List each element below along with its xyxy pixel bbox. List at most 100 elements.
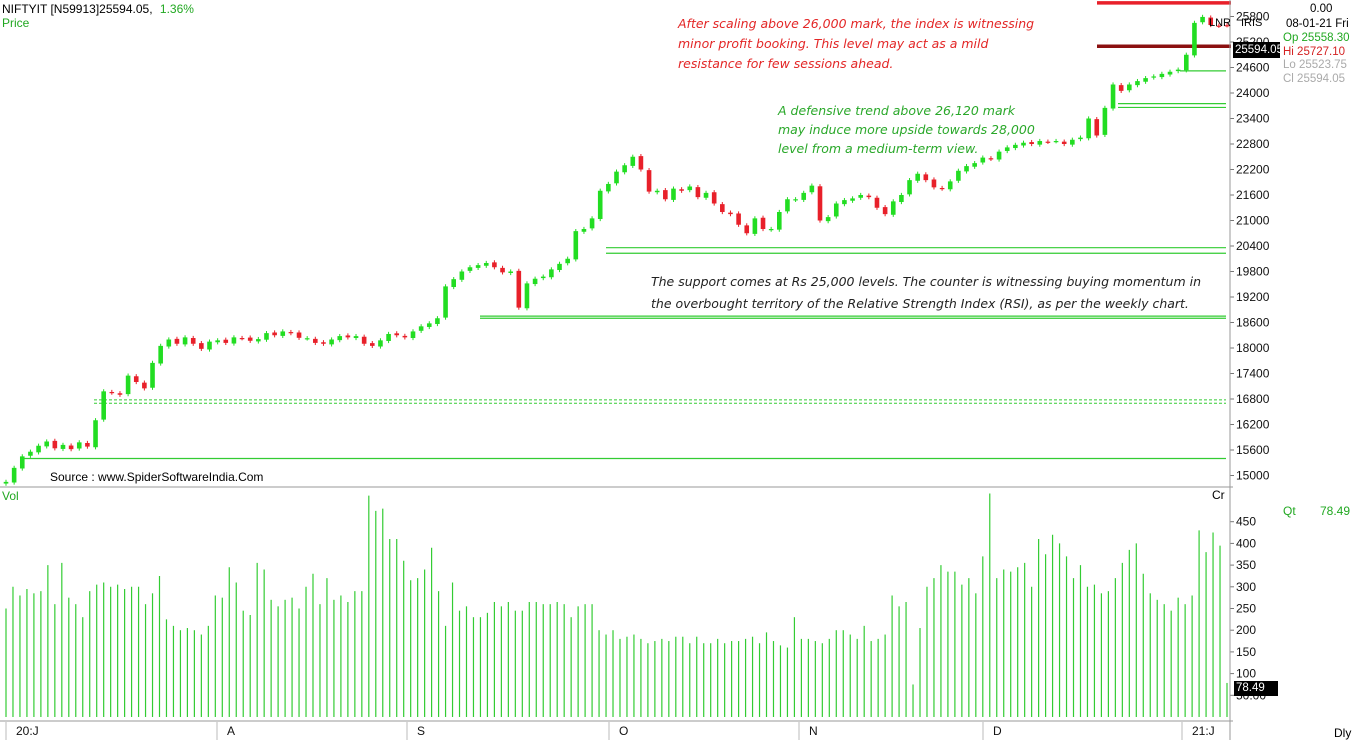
candle-body bbox=[451, 279, 456, 288]
candle-body bbox=[752, 218, 758, 234]
price-tick-label: 18000 bbox=[1236, 341, 1270, 355]
candle-body bbox=[842, 200, 847, 205]
candle-body bbox=[1070, 139, 1075, 145]
candle-body bbox=[1192, 22, 1197, 56]
candle-body bbox=[728, 212, 733, 215]
price-tick-label: 19200 bbox=[1236, 290, 1270, 304]
candle-body bbox=[101, 391, 106, 420]
trend-line-3: level from a medium-term view. bbox=[778, 141, 979, 156]
candle-body bbox=[907, 180, 912, 195]
volume-tick-label: 450 bbox=[1236, 515, 1256, 529]
candle-body bbox=[60, 444, 66, 449]
candle-body bbox=[581, 229, 587, 232]
candle-body bbox=[1151, 76, 1157, 78]
trend-line-2: may induce more upside towards 28,000 bbox=[778, 122, 1035, 137]
candle-body bbox=[19, 456, 25, 469]
candle-body bbox=[931, 179, 937, 188]
candle-body bbox=[711, 192, 717, 204]
candle-body bbox=[1127, 84, 1132, 91]
price-tick-label: 21600 bbox=[1236, 188, 1270, 202]
candle-body bbox=[801, 192, 807, 200]
resistance-annotation: After scaling above 26,000 mark, the ind… bbox=[678, 14, 1034, 74]
time-tick-label: O bbox=[619, 724, 628, 738]
resistance-line-3: resistance for few sessions ahead. bbox=[678, 56, 894, 71]
value-top: 0.00 bbox=[1310, 3, 1333, 15]
guide-lines bbox=[20, 1, 1231, 460]
timeframe-label: Dly bbox=[1334, 726, 1352, 740]
candle-body bbox=[76, 442, 82, 449]
candle-body bbox=[1208, 17, 1214, 25]
candle-body bbox=[947, 181, 953, 190]
price-axis: 15000 15600 16200 16800 17400 18000 18600 19200… bbox=[1230, 10, 1270, 483]
candle-body bbox=[1045, 141, 1051, 143]
ohlc-panel: Op 25558.30 Hi 25727.10 Lo 25523.75 Cl 2… bbox=[1283, 32, 1350, 86]
candle-body bbox=[500, 267, 505, 273]
price-tick-label: 19800 bbox=[1236, 265, 1270, 279]
candle-body bbox=[866, 195, 872, 198]
candle-body bbox=[239, 338, 245, 340]
candle-body bbox=[638, 156, 644, 170]
candle-body bbox=[329, 339, 334, 345]
candle-body bbox=[190, 338, 196, 344]
candle-body bbox=[1029, 142, 1034, 144]
volume-tick-label: 150 bbox=[1236, 645, 1256, 659]
candle-body bbox=[304, 338, 310, 340]
candle-body bbox=[923, 174, 929, 181]
candle-body bbox=[353, 336, 359, 339]
candle-body bbox=[3, 481, 9, 484]
candle-body bbox=[557, 263, 562, 271]
candle-body bbox=[68, 445, 74, 450]
candle-body bbox=[899, 195, 904, 203]
candle-body bbox=[736, 213, 741, 225]
candle-body bbox=[663, 190, 668, 200]
change-pct: 1.36% bbox=[159, 2, 194, 16]
price-tick-label: 15600 bbox=[1236, 443, 1270, 457]
volume-label: Vol bbox=[2, 489, 19, 503]
candle-body bbox=[760, 217, 766, 229]
candle-body bbox=[1021, 142, 1026, 146]
volume-right-label: Cr bbox=[1212, 488, 1225, 502]
candle-body bbox=[467, 267, 473, 271]
candle-body bbox=[150, 362, 155, 388]
candle-body bbox=[980, 157, 986, 163]
candle-body bbox=[988, 158, 994, 160]
candle-body bbox=[1175, 69, 1181, 72]
ohlc-open: Op 25558.30 bbox=[1283, 32, 1350, 44]
volume-tick-label: 200 bbox=[1236, 623, 1256, 637]
candle-body bbox=[215, 340, 220, 343]
candle-body bbox=[207, 341, 212, 350]
volume-bars bbox=[5, 493, 1228, 717]
candle-body bbox=[1061, 141, 1067, 144]
candle-body bbox=[614, 171, 619, 184]
candle-body bbox=[280, 331, 286, 336]
price-tick-label: 16200 bbox=[1236, 418, 1270, 432]
price-tick-label: 18600 bbox=[1236, 316, 1270, 330]
candle-body bbox=[109, 391, 115, 394]
candle-body bbox=[1216, 25, 1222, 27]
candle-body bbox=[606, 183, 611, 192]
candle-body bbox=[964, 166, 969, 172]
candle-body bbox=[321, 342, 326, 344]
volume-tick-label: 250 bbox=[1236, 602, 1256, 616]
candle-body bbox=[256, 339, 261, 342]
support-annotation: The support comes at Rs 25,000 levels. T… bbox=[651, 271, 1201, 315]
candle-body bbox=[337, 336, 343, 341]
candle-body bbox=[133, 376, 139, 382]
candle-body bbox=[174, 338, 180, 344]
price-tick-label: 15000 bbox=[1236, 469, 1270, 483]
candle-body bbox=[182, 337, 188, 345]
ohlc-low: Lo 25523.75 bbox=[1283, 59, 1347, 71]
candle-body bbox=[695, 187, 701, 198]
candle-body bbox=[1143, 78, 1148, 82]
candle-body bbox=[288, 332, 294, 334]
candle-body bbox=[532, 278, 538, 285]
candle-body bbox=[345, 335, 351, 338]
candle-body bbox=[1167, 71, 1173, 75]
price-tick-label: 20400 bbox=[1236, 239, 1270, 253]
price-tick-label: 21000 bbox=[1236, 214, 1270, 228]
candle-body bbox=[809, 185, 815, 193]
qt-label: Qt bbox=[1283, 504, 1296, 518]
support-line-2: the overbought territory of the Relative… bbox=[651, 296, 1189, 311]
candle-body bbox=[589, 218, 595, 229]
candle-body bbox=[361, 336, 367, 344]
